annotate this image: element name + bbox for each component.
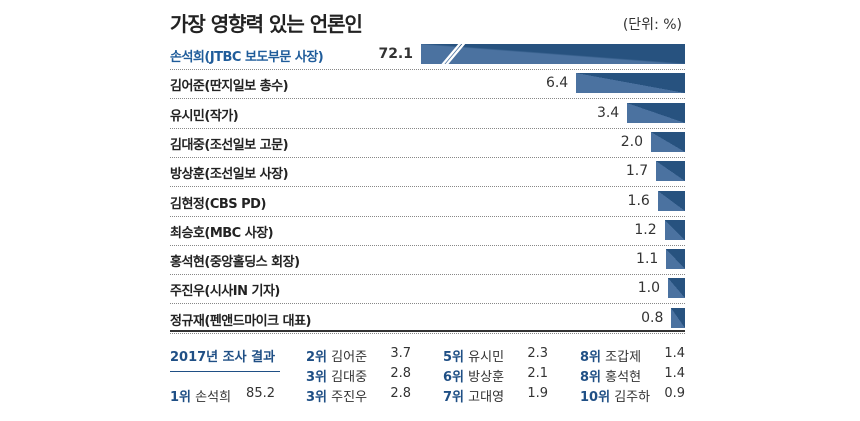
rank: 6위	[443, 370, 465, 385]
value-label: 1.6	[627, 192, 650, 209]
bar	[657, 190, 685, 211]
value-label: 72.1	[378, 46, 413, 62]
name: 고대영	[468, 390, 505, 405]
value-label: 1.2	[634, 221, 657, 238]
value-label: 1.7	[625, 163, 649, 180]
name: 방상훈	[468, 370, 505, 385]
bar-row: 주진우(시사IN 기자) 1.0	[170, 274, 685, 305]
value-label: 1.1	[636, 251, 659, 268]
value-label: 3.4	[596, 104, 620, 121]
bar	[421, 42, 685, 68]
value: 1.4	[664, 346, 685, 361]
name: 김대중	[331, 370, 368, 385]
rank: 8위	[580, 350, 602, 365]
rank: 3위	[306, 390, 328, 405]
unit-label: (단위: %)	[622, 17, 682, 33]
bar-row: 손석희(JTBC 보도부문 사장) 72.1	[170, 40, 685, 70]
name: 조갑제	[605, 350, 642, 365]
name: 김주하	[614, 390, 651, 405]
bar-label: 유시민(작가)	[170, 108, 239, 124]
name: 손석희	[195, 390, 232, 405]
bar	[668, 278, 685, 299]
value: 1.4	[664, 366, 685, 381]
bar-label: 정규재(펜앤드마이크 대표)	[170, 313, 311, 329]
axis-break	[442, 42, 467, 68]
bar-row: 유시민(작가) 3.4	[170, 99, 685, 129]
bar-label: 김어준(딴지일보 총수)	[170, 79, 289, 95]
chart-title: 가장 영향력 있는 언론인	[170, 12, 363, 36]
separator-line	[170, 330, 685, 332]
summary-entry: 5위 유시민 2.3	[443, 346, 548, 365]
bar-label: 김현정(CBS PD)	[170, 196, 266, 212]
value: 2.8	[390, 366, 411, 381]
value-label: 2.0	[620, 133, 643, 150]
rank: 8위	[580, 370, 602, 385]
bar-row: 방상훈(조선일보 사장) 1.7	[170, 157, 685, 188]
summary-entry: 8위 홍석현 1.4	[580, 366, 685, 385]
bar-label: 주진우(시사IN 기자)	[170, 284, 280, 300]
bar	[671, 307, 685, 328]
summary-entry: 1위 손석희 85.2	[170, 386, 275, 405]
summary-entry: 3위 김대중 2.8	[306, 366, 411, 385]
name: 유시민	[468, 350, 505, 365]
value: 2.3	[527, 346, 548, 361]
rank: 2위	[306, 350, 328, 365]
value: 85.2	[246, 386, 275, 401]
bar	[627, 102, 685, 123]
summary-title: 2017년 조사 결과	[170, 346, 280, 372]
value-label: 1.0	[637, 280, 660, 297]
bar-row: 정규재(펜앤드마이크 대표) 0.8	[170, 304, 685, 334]
name: 김어준	[331, 350, 368, 365]
name: 홍석현	[605, 370, 642, 385]
rank: 10위	[580, 390, 611, 405]
summary-entry: 6위 방상훈 2.1	[443, 366, 548, 385]
rank: 3위	[306, 370, 328, 385]
value: 2.8	[390, 386, 411, 401]
name: 주진우	[331, 390, 368, 405]
bar	[656, 161, 685, 182]
rank: 5위	[443, 350, 465, 365]
value: 3.7	[390, 346, 411, 361]
bar	[666, 249, 685, 270]
bar-label: 최승호(MBC 사장)	[170, 225, 274, 241]
bar-row: 김현정(CBS PD) 1.6	[170, 187, 685, 217]
bar-row: 김어준(딴지일보 총수) 6.4	[170, 69, 685, 100]
value-label: 0.8	[641, 309, 664, 326]
bar-row: 최승호(MBC 사장) 1.2	[170, 216, 685, 246]
summary-entry: 3위 주진우 2.8	[306, 386, 411, 405]
value: 1.9	[527, 386, 548, 401]
bar-row: 홍석현(중앙홀딩스 회장) 1.1	[170, 245, 685, 276]
bar	[576, 73, 685, 94]
bar	[664, 219, 685, 240]
value-label: 6.4	[545, 75, 569, 92]
summary-entry: 10위 김주하 0.9	[580, 386, 685, 405]
summary-entry: 7위 고대영 1.9	[443, 386, 548, 405]
value: 2.1	[527, 366, 548, 381]
summary-entry: 2위 김어준 3.7	[306, 346, 411, 365]
bar	[651, 131, 685, 152]
bar-label: 손석희(JTBC 보도부문 사장)	[170, 50, 324, 65]
bar-label: 김대중(조선일보 고문)	[170, 137, 289, 153]
rank: 7위	[443, 390, 465, 405]
summary-entry: 8위 조갑제 1.4	[580, 346, 685, 365]
bar-row: 김대중(조선일보 고문) 2.0	[170, 128, 685, 158]
bar-label: 홍석현(중앙홀딩스 회장)	[170, 255, 300, 271]
bar-label: 방상훈(조선일보 사장)	[170, 167, 289, 183]
rank: 1위	[170, 390, 192, 405]
value: 0.9	[664, 386, 685, 401]
